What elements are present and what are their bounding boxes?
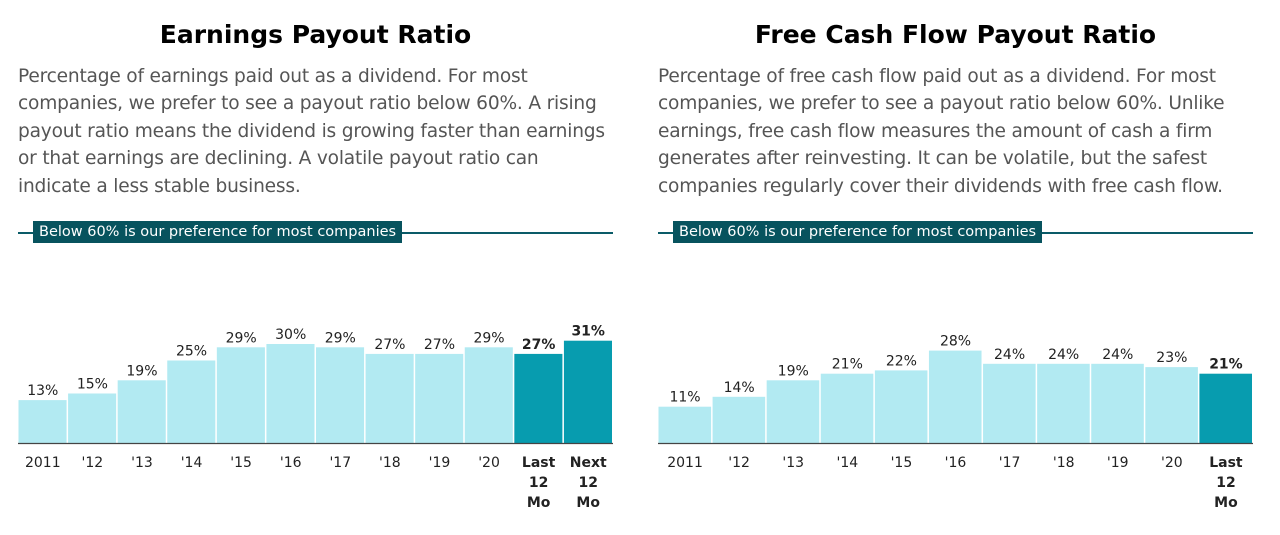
data-label: 29%: [473, 330, 504, 346]
tick-label: '15: [230, 455, 252, 471]
earnings-payout-panel: Earnings Payout Ratio Percentage of earn…: [18, 0, 613, 535]
data-label: 27%: [424, 337, 455, 353]
tick-label: '19: [1107, 455, 1129, 471]
bar: [216, 347, 265, 443]
data-label: 22%: [886, 353, 917, 369]
tick-label: '17: [329, 455, 351, 471]
bar: [464, 347, 513, 443]
tick-label: '12: [82, 455, 104, 471]
data-label: 21%: [1209, 357, 1243, 373]
bar: [266, 344, 315, 443]
tick-label: 2011: [25, 455, 61, 471]
tick-label: '13: [782, 455, 804, 471]
bar: [1091, 363, 1144, 443]
earnings-payout-chart: 13% 2011 15% '12 19% '13 25% '14 29% '15 30% '16 29%…: [18, 324, 613, 511]
bar: [563, 340, 612, 443]
bar: [766, 380, 820, 443]
bar: [712, 396, 766, 443]
bar: [928, 350, 982, 443]
bar: [1199, 373, 1252, 443]
data-label: 24%: [1048, 347, 1079, 363]
tick-label: '14: [181, 455, 203, 471]
tick-label: '14: [836, 455, 858, 471]
data-label: 29%: [325, 330, 356, 346]
data-label: 27%: [522, 337, 556, 353]
data-label: 11%: [669, 390, 700, 406]
tick-label: '20: [478, 455, 500, 471]
bar: [68, 393, 117, 443]
data-label: 28%: [940, 334, 971, 350]
tick-label: '17: [999, 455, 1021, 471]
tick-label: '16: [280, 455, 302, 471]
bar: [658, 406, 712, 443]
tick-label: '18: [1053, 455, 1075, 471]
bar: [1037, 363, 1090, 443]
tick-label: '16: [945, 455, 967, 471]
data-label: 19%: [778, 363, 809, 379]
tick-label: Last 12 Mo: [1209, 455, 1243, 511]
tick-label: '13: [131, 455, 153, 471]
data-label: 23%: [1156, 350, 1187, 366]
data-label: 13%: [27, 383, 58, 399]
bar: [365, 353, 414, 443]
tick-label: '18: [379, 455, 401, 471]
bar: [117, 380, 166, 443]
fcf-payout-chart: 11% 2011 14% '12 19% '13 21% '14 22% '15 28% '16 24%…: [658, 334, 1253, 511]
data-label: 24%: [994, 347, 1025, 363]
fcf-payout-panel: Free Cash Flow Payout Ratio Percentage o…: [658, 0, 1253, 535]
panel-title: Earnings Payout Ratio: [159, 20, 472, 49]
threshold-label: Below 60% is our preference for most com…: [33, 221, 403, 243]
bar: [167, 360, 216, 443]
panel-title: Free Cash Flow Payout Ratio: [754, 20, 1157, 49]
data-label: 25%: [176, 344, 207, 360]
bar: [514, 353, 563, 443]
threshold-line: Below 60% is our preference for most com…: [18, 221, 613, 243]
tick-label: '12: [728, 455, 750, 471]
tick-label: '19: [429, 455, 451, 471]
data-label: 21%: [832, 357, 863, 373]
bar: [820, 373, 874, 443]
bar: [316, 347, 365, 443]
bar: [874, 370, 928, 443]
data-label: 15%: [77, 377, 108, 393]
threshold-line: Below 60% is our preference for most com…: [658, 221, 1253, 243]
bar: [1145, 367, 1198, 443]
tick-label: Next 12 Mo: [570, 455, 607, 511]
data-label: 31%: [571, 324, 605, 340]
bar: [983, 363, 1036, 443]
tick-label: '20: [1161, 455, 1183, 471]
tick-label: '15: [891, 455, 913, 471]
data-label: 19%: [126, 363, 157, 379]
threshold-label: Below 60% is our preference for most com…: [673, 221, 1043, 243]
panel-description: Percentage of free cash flow paid out as…: [658, 66, 1225, 197]
bar: [415, 353, 464, 443]
data-label: 30%: [275, 327, 306, 343]
data-label: 27%: [374, 337, 405, 353]
panel-description: Percentage of earnings paid out as a div…: [18, 66, 605, 197]
data-label: 24%: [1102, 347, 1133, 363]
bar: [18, 400, 67, 443]
data-label: 14%: [724, 380, 755, 396]
tick-label: 2011: [667, 455, 703, 471]
tick-label: Last 12 Mo: [522, 455, 556, 511]
data-label: 29%: [226, 330, 257, 346]
